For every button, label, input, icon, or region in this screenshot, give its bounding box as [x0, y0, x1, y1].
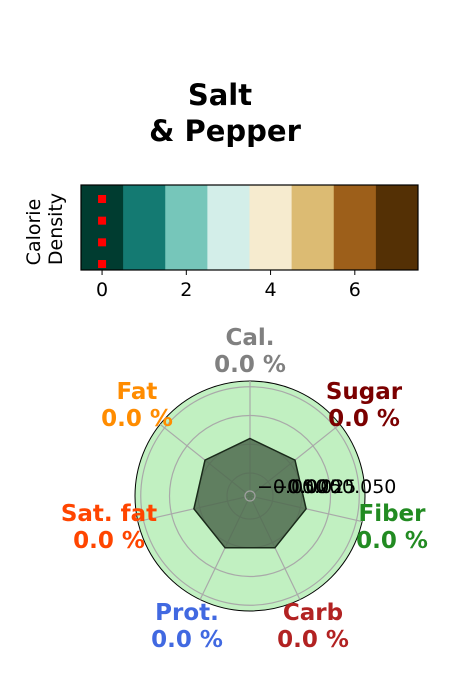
- radar-axis-label: Fiber 0.0 %: [356, 501, 428, 554]
- radar-axis-name: Sat. fat: [61, 501, 157, 527]
- radar-axis-name: Fiber: [358, 501, 426, 527]
- radar-axis-name: Prot.: [155, 600, 219, 626]
- nutrition-radar: [134, 380, 366, 612]
- calorie-density-strip: [81, 185, 419, 270]
- strip-x-tick-label: 4: [265, 279, 277, 301]
- strip-marker: [98, 195, 107, 203]
- radar-axis-value: 0.0 %: [277, 627, 349, 653]
- radar-axis-name: Sugar: [326, 379, 403, 405]
- radar-axis-value: 0.0 %: [73, 528, 145, 554]
- radar-axis-value: 0.0 %: [151, 627, 223, 653]
- strip-marker: [98, 260, 107, 268]
- strip-frame: [80, 184, 419, 271]
- strip-cell: [207, 185, 250, 270]
- radar-axis-label: Carb 0.0 %: [277, 600, 349, 653]
- strip-marker: [98, 216, 107, 225]
- chart-title-line-2: & Pepper: [149, 114, 301, 148]
- strip-y-label-line-2: Density: [45, 193, 67, 265]
- strip-x-ticks: 0 2 4 6: [96, 270, 361, 301]
- radar-radial-tick-label: 0.050: [342, 476, 396, 498]
- radar-radial-tick-label: 0.025: [302, 476, 356, 498]
- chart-title: Salt & Pepper: [149, 78, 301, 148]
- radar-data-polygon: [193, 437, 307, 549]
- radar-radial-tick-label: 0.000: [287, 476, 341, 498]
- radar-axis-label: Fat 0.0 %: [101, 379, 173, 432]
- radar-center-marker: [244, 490, 256, 502]
- strip-x-tick-label: 2: [180, 279, 192, 301]
- radar-radial-tick-label: −0.050: [257, 476, 327, 498]
- radar-axis-value: 0.0 %: [214, 352, 286, 378]
- strip-cell: [165, 185, 208, 270]
- radar-axis-name: Fat: [117, 379, 158, 405]
- radar-axis-value: 0.0 %: [328, 406, 400, 432]
- radar-axis-label: Cal. 0.0 %: [214, 325, 286, 378]
- chart-title-line-1: Salt: [188, 78, 252, 112]
- strip-cell: [249, 185, 293, 270]
- radar-radial-tick-label: −0.025: [272, 476, 342, 498]
- radar-axis-label: Prot. 0.0 %: [151, 600, 223, 653]
- strip-cell: [123, 185, 166, 270]
- radar-axis-name: Cal.: [225, 325, 274, 351]
- radar-axis-label: Sat. fat 0.0 %: [61, 501, 157, 554]
- strip-cell: [375, 185, 419, 270]
- strip-markers: [98, 195, 107, 268]
- strip-cell: [291, 185, 335, 270]
- strip-y-label-line-1: Calorie: [23, 199, 45, 266]
- strip-marker: [98, 238, 107, 247]
- radar-axis-label: Sugar 0.0 %: [326, 379, 403, 432]
- strip-y-label: Calorie Density: [23, 193, 67, 266]
- radar-axis-value: 0.0 %: [356, 528, 428, 554]
- radar-axis-name: Carb: [283, 600, 343, 626]
- strip-cell: [333, 185, 377, 270]
- strip-x-tick-label: 6: [349, 279, 361, 301]
- strip-x-tick-label: 0: [96, 279, 108, 301]
- radar-axis-value: 0.0 %: [101, 406, 173, 432]
- radar-axis-labels: Cal. 0.0 %Sugar 0.0 %Fiber 0.0 %Carb 0.0 %Pr…: [61, 325, 428, 653]
